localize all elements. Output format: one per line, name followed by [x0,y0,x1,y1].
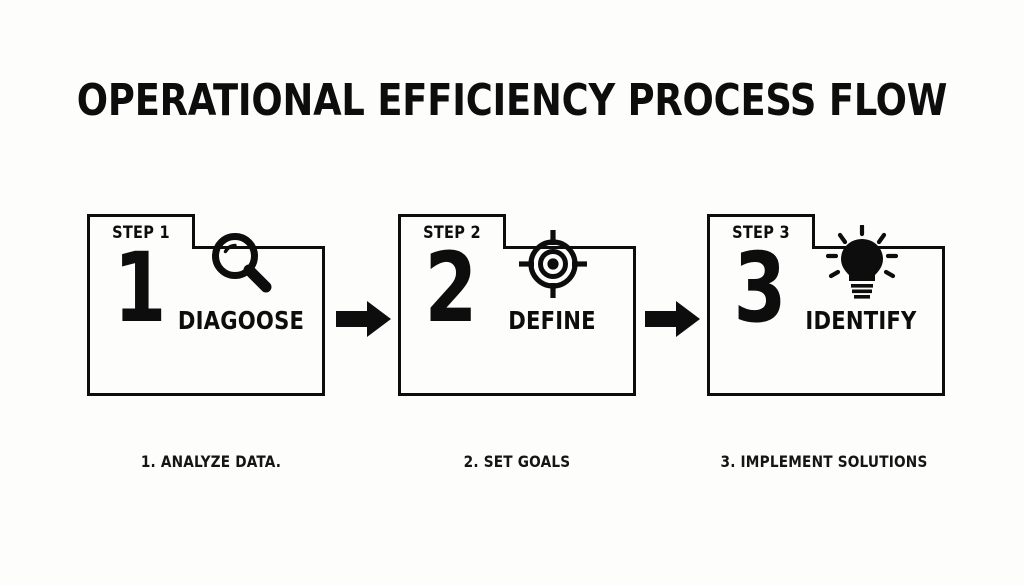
step-caption-1: 1. ANALYZE DATA. [140,452,282,471]
step-card-3-body [707,246,945,396]
arrow-right-icon-2 [645,300,701,338]
step-card-3-tab-join [710,244,812,250]
step-card-3-label: IDENTIFY [805,306,917,335]
page-title: OPERATIONAL EFFICIENCY PROCESS FLOW [76,75,948,126]
step-card-2-label: DEFINE [508,306,596,335]
step-card-2-tab: STEP 2 [398,214,506,249]
step-card-1-tab-label: STEP 1 [112,223,170,243]
step-card-1-label: DIAGOOSE [177,306,305,335]
magnifying-glass-icon [195,226,289,302]
step-card-3-tab: STEP 3 [707,214,815,249]
step-card-2-tab-join [401,244,503,250]
step-caption-2: 2. SET GOALS [463,452,571,471]
captions-row: 1. ANALYZE DATA. 2. SET GOALS 3. IMPLEME… [0,452,1024,478]
step-card-3[interactable]: STEP 3 3 IDENTIFY [707,214,945,396]
step-card-1[interactable]: STEP 1 1 DIAGOOSE [87,214,325,396]
step-card-1-numeral: 1 [113,232,167,344]
target-crosshair-icon [506,226,600,302]
steps-row: STEP 1 1 DIAGOOSE STEP 2 2 [0,214,1024,396]
step-card-2-tab-label: STEP 2 [423,223,481,243]
step-card-2[interactable]: STEP 2 2 DEFINE [398,214,636,396]
step-card-3-tab-label: STEP 3 [732,223,790,243]
arrow-right-icon-1 [336,300,392,338]
step-card-1-tab: STEP 1 [87,214,195,249]
step-card-2-numeral: 2 [424,232,478,344]
step-card-2-body [398,246,636,396]
step-card-3-numeral: 3 [733,232,787,344]
step-card-1-tab-join [90,244,192,250]
lightbulb-icon [815,225,909,302]
step-caption-3: 3. IMPLEMENT SOLUTIONS [720,452,928,471]
step-card-1-body [87,246,325,396]
